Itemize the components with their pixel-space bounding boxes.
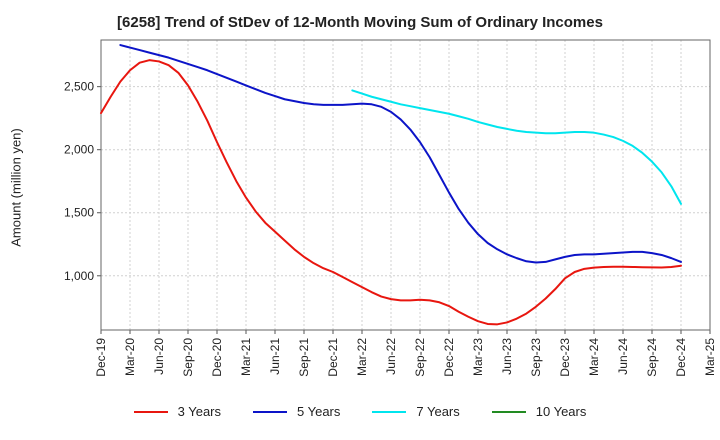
x-tick-label: Mar-25 [703,338,717,376]
legend-swatch [491,410,526,413]
y-tick-label: 2,500 [64,80,94,94]
legend-label: 10 Years [535,404,587,419]
x-tick-label: Dec-22 [442,338,456,377]
legend-swatch [372,410,407,413]
x-tick-label: Jun-24 [616,338,630,375]
x-tick-label: Mar-23 [471,338,485,376]
legend-item-10-years: 10 Years [491,404,587,419]
x-tick-label: Sep-20 [181,338,195,377]
x-tick-label: Jun-22 [384,338,398,375]
y-tick-label: 1,500 [64,206,94,220]
x-tick-label: Mar-21 [239,338,253,376]
legend-label: 3 Years [177,404,221,419]
x-tick-label: Jun-20 [152,338,166,375]
y-tick-label: 2,000 [64,143,94,157]
series-line-7-years [351,89,682,205]
x-tick-label: Dec-21 [326,338,340,377]
x-tick-label: Dec-20 [210,338,224,377]
legend-item-5-years: 5 Years [253,404,340,419]
legend-label: 5 Years [297,404,341,419]
legend: 3 Years 5 Years 7 Years 10 Years [0,404,720,419]
legend-swatch [133,410,168,413]
x-tick-label: Jun-23 [500,338,514,375]
x-tick-label: Sep-23 [529,338,543,377]
x-tick-label: Sep-22 [413,338,427,377]
legend-swatch [253,410,287,413]
series-line-3-years [100,59,682,326]
x-tick-label: Dec-23 [558,338,572,377]
x-tick-label: Sep-21 [297,338,311,377]
legend-item-7-years: 7 Years [372,404,460,419]
x-tick-label: Mar-20 [123,338,137,376]
x-tick-label: Sep-24 [645,338,659,377]
legend-label: 7 Years [416,404,460,419]
x-tick-label: Mar-24 [587,338,601,376]
chart-title: [6258] Trend of StDev of 12-Month Moving… [117,14,603,31]
x-tick-label: Dec-24 [674,338,688,377]
series-line-5-years [119,44,682,264]
x-tick-label: Mar-22 [355,338,369,376]
plot-area [100,39,711,331]
x-tick-label: Jun-21 [268,338,282,375]
y-tick-label: 1,000 [64,269,94,283]
legend-item-3-years: 3 Years [133,404,221,419]
x-tick-label: Dec-19 [94,338,108,377]
